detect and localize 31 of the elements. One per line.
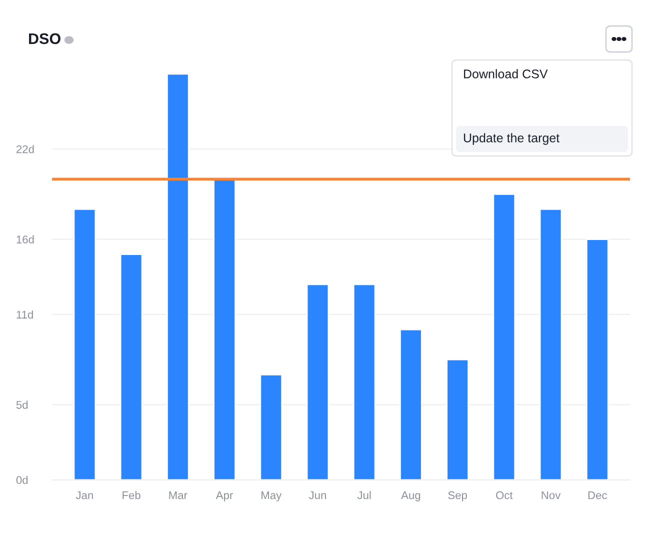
- x-tick-label: Jul: [357, 491, 371, 500]
- chart-title: DSO: [29, 33, 60, 44]
- bar: [492, 193, 516, 480]
- x-tick-label: May: [262, 491, 282, 502]
- x-tick-label: Mar: [169, 491, 188, 500]
- bar: [306, 284, 330, 480]
- bar: [352, 284, 376, 480]
- bar: [73, 208, 96, 480]
- x-tick-label: Nov: [542, 491, 561, 500]
- bar: [446, 358, 469, 480]
- x-tick-label: Sep: [448, 491, 467, 502]
- x-tick-label: Aug: [401, 491, 420, 502]
- bar: [539, 208, 562, 480]
- x-tick-label: Jun: [308, 491, 326, 500]
- x-tick-label: Jan: [76, 491, 93, 500]
- y-tick-label: 22d: [16, 145, 34, 154]
- y-tick-label: 0d: [16, 476, 28, 484]
- annotation: Update the target: [464, 133, 560, 145]
- bar: [166, 73, 190, 480]
- y-tick-label: 11d: [16, 310, 33, 319]
- bar: [586, 238, 609, 480]
- y-tick-label: 16d: [16, 235, 34, 244]
- annotation: Download CSV: [464, 69, 548, 78]
- x-tick-label: Oct: [496, 491, 513, 500]
- x-tick-label: Dec: [588, 491, 607, 500]
- bar: [260, 374, 283, 480]
- y-tick-label: 5d: [16, 400, 28, 409]
- bar: [120, 254, 143, 480]
- x-tick-label: Feb: [122, 491, 140, 500]
- x-tick-label: Apr: [216, 491, 233, 502]
- bar: [400, 328, 422, 480]
